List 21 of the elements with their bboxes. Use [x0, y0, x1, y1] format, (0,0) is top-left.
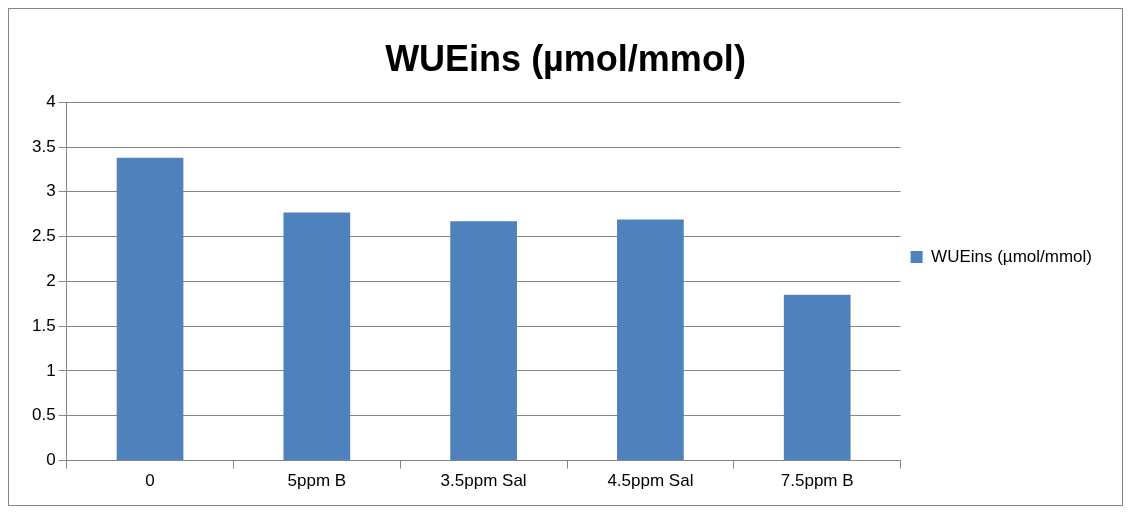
bar [283, 212, 351, 461]
y-tick-label: 0 [46, 450, 56, 470]
bar [116, 157, 184, 461]
bar [617, 219, 684, 461]
y-tick-label: 1 [46, 360, 56, 380]
y-tick-label: 3 [46, 181, 56, 201]
bar [450, 221, 517, 461]
x-tick-label: 7.5ppm B [780, 471, 854, 491]
bar [783, 294, 851, 461]
y-tick-label: 2.5 [31, 226, 56, 246]
x-tick-label: 0 [145, 471, 155, 491]
y-tick-label: 3.5 [31, 136, 56, 156]
legend-label: WUEins (µmol/mmol) [931, 246, 1092, 266]
x-tick-label: 5ppm B [287, 471, 347, 491]
y-tick-label: 1.5 [31, 315, 56, 335]
chart-title: WUEins (µmol/mmol) [385, 37, 746, 79]
x-tick-label: 3.5ppm Sal [440, 471, 527, 491]
y-tick-label: 2 [46, 271, 56, 291]
x-tick-label: 4.5ppm Sal [607, 471, 694, 491]
y-tick-label: 4 [46, 91, 56, 111]
y-tick-label: 0.5 [31, 405, 56, 425]
